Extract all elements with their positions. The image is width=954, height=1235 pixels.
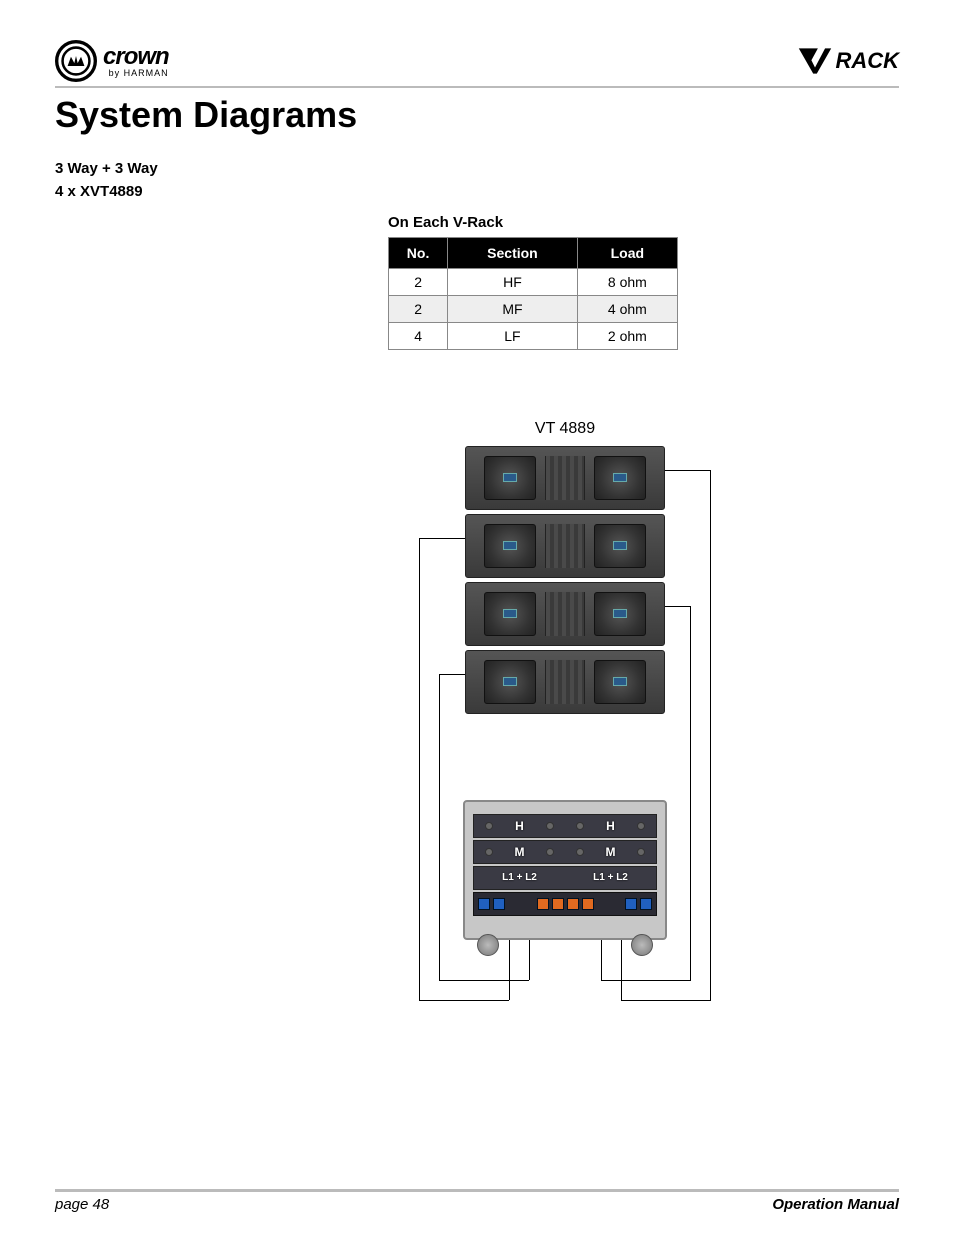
hf-horn-icon [545, 456, 585, 500]
speaker-cabinet [465, 650, 665, 714]
th-no: No. [389, 237, 448, 268]
lf-driver-icon [594, 592, 646, 636]
lf-driver-icon [484, 592, 536, 636]
lf-driver-icon [594, 524, 646, 568]
page-header: crown by HARMAN RACK [55, 40, 899, 88]
hf-horn-icon [545, 592, 585, 636]
wire-left-inner [439, 674, 465, 980]
doc-label: Operation Manual [772, 1196, 899, 1213]
vrack-logo: RACK [797, 46, 899, 76]
config-line-1: 3 Way + 3 Way [55, 160, 899, 179]
table-caption: On Each V-Rack [388, 214, 899, 231]
lf-driver-icon [484, 524, 536, 568]
caster-icon [477, 934, 499, 956]
speaker-cabinet [465, 514, 665, 578]
lf-driver-icon [484, 660, 536, 704]
page-title: System Diagrams [55, 94, 899, 136]
lf-driver-icon [484, 456, 536, 500]
hf-horn-icon [545, 524, 585, 568]
hf-horn-icon [545, 660, 585, 704]
page-footer: page 48 Operation Manual [55, 1189, 899, 1213]
speaker-stack [465, 446, 665, 718]
lf-driver-icon [594, 456, 646, 500]
brand-sub: by HARMAN [109, 69, 169, 78]
wire-right-inner-b [601, 980, 691, 981]
wire-left-outer-b [419, 1000, 509, 1001]
vrack-v-icon [797, 46, 833, 76]
brand-word: crown [103, 45, 169, 69]
load-table: No. Section Load 2 HF 8 ohm 2 MF 4 ohm 4 [388, 237, 678, 350]
amp-row-hf: H H [473, 814, 657, 838]
table-row: 4 LF 2 ohm [389, 322, 678, 349]
amp-row-mf: M M [473, 840, 657, 864]
vrack-word: RACK [835, 48, 899, 74]
lf-driver-icon [594, 660, 646, 704]
wire-right-inner [665, 606, 691, 980]
caster-icon [631, 934, 653, 956]
amp-row-lf: L1 + L2 L1 + L2 [473, 866, 657, 890]
crown-icon [55, 40, 97, 82]
page-number: page 48 [55, 1196, 109, 1213]
th-load: Load [577, 237, 677, 268]
wire-left-inner-b [439, 980, 529, 981]
speaker-cabinet [465, 446, 665, 510]
power-distro [473, 892, 657, 916]
th-section: Section [448, 237, 578, 268]
system-diagram: VT 4889 [365, 420, 765, 1030]
crown-logo: crown by HARMAN [55, 40, 169, 82]
table-row: 2 HF 8 ohm [389, 268, 678, 295]
diagram-title: VT 4889 [365, 420, 765, 438]
config-line-2: 4 x XVT4889 [55, 183, 899, 202]
amp-rack: H H M M L1 + L2 L1 + L2 [463, 800, 667, 940]
wire-right-outer-b [621, 1000, 711, 1001]
speaker-cabinet [465, 582, 665, 646]
table-row: 2 MF 4 ohm [389, 295, 678, 322]
